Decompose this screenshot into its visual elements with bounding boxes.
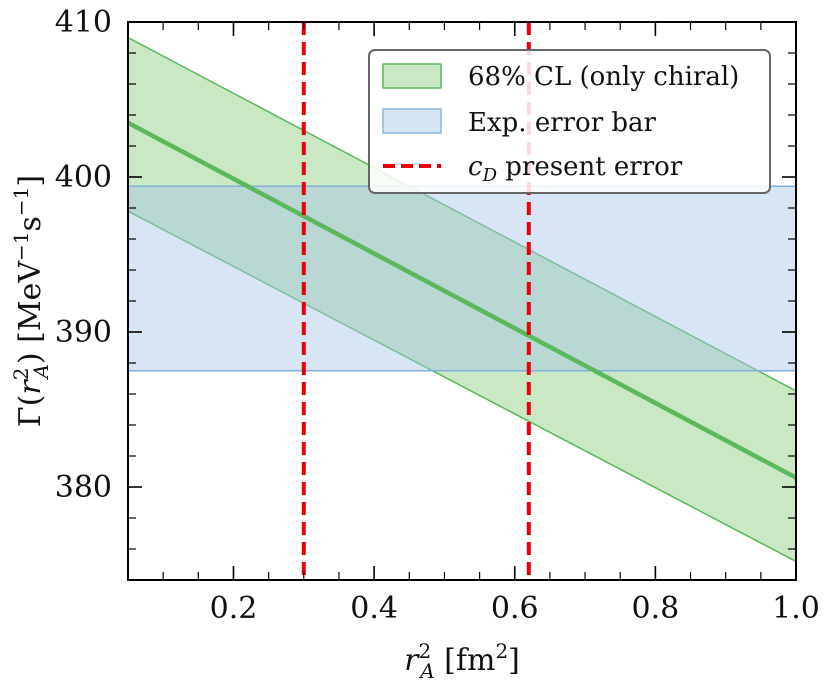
x-tick-label: 0.2 (210, 591, 258, 626)
legend-frame (368, 49, 771, 194)
x-tick-label: 0.6 (491, 591, 539, 626)
y-axis-label: Γ(r2A) [MeV−1s−1] (9, 175, 53, 427)
legend-label-band: 68% CL (only chiral) (468, 62, 739, 92)
plot-data (128, 22, 796, 580)
legend-swatch-exp (382, 108, 442, 134)
x-tick-label: 0.8 (632, 591, 680, 626)
legend-swatch-band (382, 63, 442, 89)
legend: 68% CL (only chiral) Exp. error bar cD p… (368, 49, 771, 194)
x-tick-label: 0.4 (350, 591, 398, 626)
y-tick-label: 410 (55, 5, 112, 40)
legend-label-exp: Exp. error bar (468, 108, 657, 138)
cl-band-lower-edge (128, 210, 796, 563)
svg-text:Γ(r2A) [MeV−1s−1]: Γ(r2A) [MeV−1s−1] (9, 175, 53, 427)
y-tick-label: 380 (55, 470, 112, 505)
axis-ticks: 0.2 0.4 0.6 0.8 1.0 380 390 400 410 (55, 5, 820, 626)
y-tick-label: 400 (55, 160, 112, 195)
cl-central-line (128, 120, 796, 480)
exp-band-fill (128, 186, 796, 371)
x-axis-label: r2 A [fm2] (404, 639, 520, 683)
legend-label-cd: cD present error (468, 152, 683, 186)
x-tick-label: 1.0 (772, 591, 820, 626)
y-tick-label: 390 (55, 315, 112, 350)
cl-band-upper-edge (128, 36, 796, 392)
